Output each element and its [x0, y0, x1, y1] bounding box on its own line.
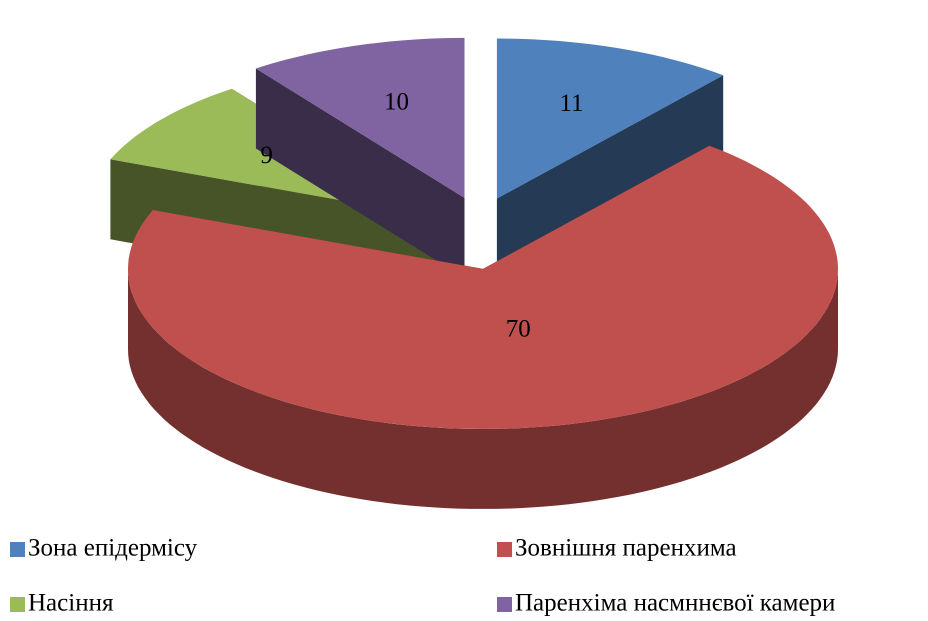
data-label: 9 [260, 142, 273, 169]
slice-edge [128, 268, 838, 509]
data-label: 10 [384, 88, 409, 115]
slice [128, 145, 838, 429]
legend-swatch [10, 542, 25, 557]
legend-swatch [10, 597, 25, 612]
slice [496, 38, 724, 199]
legend-label: Паренхіма насмннєвої камери [515, 590, 835, 617]
data-label: 70 [506, 316, 531, 343]
slice-side [496, 75, 724, 279]
legend-swatch [497, 542, 512, 557]
data-label: 11 [559, 90, 583, 117]
legend-label: Насіння [28, 590, 114, 617]
legend-swatch [497, 597, 512, 612]
slice-side [255, 68, 465, 278]
slice [255, 37, 465, 198]
legend-label: Зовнішня паренхима [515, 535, 737, 562]
legend-label: Зона епідермісу [28, 535, 198, 562]
